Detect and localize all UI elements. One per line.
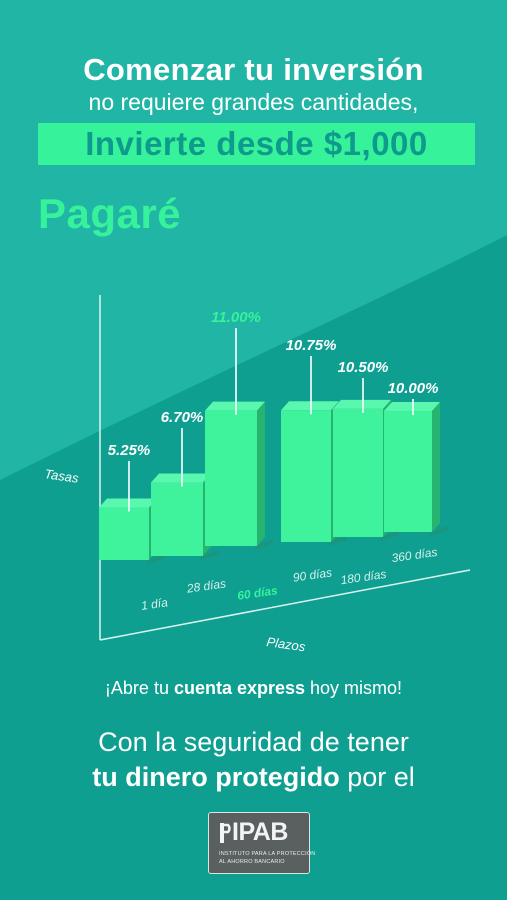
- value-label: 11.00%: [211, 309, 261, 326]
- cta-bold: cuenta express: [173, 678, 306, 698]
- headline-line2: no requiere grandes cantidades,: [88, 89, 419, 115]
- category-label: 1 día: [140, 595, 169, 613]
- category-label: 90 días: [292, 565, 333, 584]
- bar-side: [432, 402, 440, 532]
- headline-line1: Comenzar tu inversión: [83, 52, 424, 87]
- bar-top: [151, 473, 211, 483]
- bar-shadow: [201, 550, 219, 560]
- security-line2: tu dinero protegido por el: [0, 762, 507, 793]
- cta-text: ¡Abre tu cuenta express hoy mismo!: [0, 678, 507, 699]
- category-label: 360 días: [391, 545, 439, 565]
- bar-side: [257, 401, 265, 546]
- bar-top: [99, 498, 157, 508]
- cta-pre: ¡Abre tu: [104, 678, 174, 698]
- value-label: 10.75%: [286, 337, 337, 354]
- chart-value-labels: 5.25% 6.70% 11.00% 10.75%10.50% 10.00%: [108, 309, 439, 512]
- security-line1: Con la seguridad de tener: [98, 727, 409, 757]
- bar-shadow: [430, 526, 448, 536]
- chart-axes: [99, 295, 471, 641]
- bar-front: [151, 482, 203, 556]
- bar-top: [333, 399, 391, 409]
- security-post: por el: [339, 762, 415, 792]
- bar-top: [281, 401, 339, 411]
- bar-shadow: [381, 531, 399, 541]
- cta-post: hoy mismo!: [305, 678, 403, 698]
- ipab-emblem-icon: [220, 823, 231, 843]
- product-title: Pagaré: [38, 190, 182, 237]
- highlight-text: Invierte desde $1,000: [85, 125, 428, 162]
- x-axis-line: [99, 569, 471, 641]
- ipab-subtitle-2: AL AHORRO BANCARIO: [219, 859, 285, 865]
- bar-6: [384, 402, 448, 536]
- bar-3: [205, 401, 273, 550]
- bar-top: [384, 402, 440, 412]
- highlight-box: [38, 123, 475, 165]
- chart-x-label: Plazos: [266, 634, 307, 654]
- category-label: 60 días: [236, 583, 279, 603]
- ipab-badge: [208, 812, 310, 874]
- bar-front: [333, 408, 383, 537]
- value-label: 5.25%: [108, 442, 151, 459]
- bar-shadow: [329, 536, 347, 546]
- bar-top: [205, 401, 265, 411]
- category-label: 180 días: [340, 567, 388, 587]
- bar-front: [205, 410, 257, 546]
- value-label: 10.00%: [388, 380, 439, 397]
- ipab-logo: IPAB: [232, 818, 288, 846]
- security-bold: tu dinero protegido: [92, 762, 340, 792]
- bar-front: [281, 410, 331, 542]
- ipab-subtitle-1: INSTITUTO PARA LA PROTECCIÓN: [219, 851, 316, 857]
- chart-bars: [99, 399, 448, 564]
- chart-y-label: Tasas: [44, 466, 80, 486]
- bar-shadow: [147, 554, 165, 564]
- bar-front: [99, 507, 149, 560]
- bar-front: [384, 411, 432, 532]
- bar-shadow: [255, 540, 273, 550]
- value-label: 10.50%: [338, 359, 389, 376]
- category-label: 28 días: [185, 576, 227, 595]
- value-label: 6.70%: [161, 409, 204, 426]
